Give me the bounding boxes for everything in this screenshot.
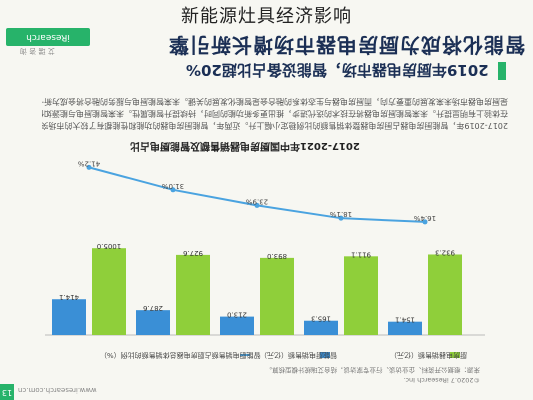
ratio-label-2021e: 41.2% (78, 160, 101, 167)
source-line: ©2020.7 iResearch Inc. (403, 376, 480, 384)
ratio-line (88, 166, 426, 223)
legend-swatch-smart (320, 352, 330, 358)
legend-swatch-main (450, 352, 460, 358)
bar-main-2021e (92, 248, 126, 335)
bar-smart-2017 (388, 321, 422, 335)
page-number: 13 (0, 384, 14, 400)
chart-title: 2017-2021年中国厨房电器销售额及智能厨电占比 (130, 140, 360, 151)
ratio-point-2021e (86, 164, 92, 170)
legend-label-ratio: 智能厨电销售额占厨房电器总体销售额的比例（%） (100, 351, 261, 359)
ratio-label-2017: 16.4% (414, 214, 437, 222)
overlay-title: 新能源灶具经济影响 (181, 6, 352, 27)
label-smart-2019: 213.0 (227, 311, 247, 319)
label-main-2019: 893.0 (267, 252, 287, 260)
tick-2019: 2019 (247, 343, 267, 345)
logo-subtitle: 艾 瑞 咨 询 (20, 47, 55, 55)
bar-main-2019 (260, 257, 294, 335)
bar-main-2018 (344, 256, 378, 335)
bar-smart-2021e (52, 299, 86, 335)
bar-main-2017 (428, 254, 462, 335)
label-main-2018: 911.1 (351, 250, 371, 258)
ratio-point-2018 (338, 215, 344, 221)
bar-smart-2019 (220, 316, 254, 335)
ratio-point-2020e (170, 187, 176, 193)
ratio-label-2018: 18.1% (330, 210, 353, 218)
label-main-2020e: 927.6 (182, 249, 203, 257)
chart-legend: 厨房电器销售额（亿元） 智能厨电销售额（亿元） 智能厨电销售额占厨房电器总体销售… (100, 348, 470, 362)
paragraph-line-2: 在体验上有明显提升。未来智能厨房电器将在技术的迭代进步，推出更多新功能的同时，持… (42, 109, 508, 118)
ratio-label-2020e: 31.0% (162, 182, 185, 190)
site-url: www.iresearch.com.cn (18, 386, 97, 394)
ratio-point-2017 (422, 219, 428, 225)
logo: iResearch 艾 瑞 咨 询 (0, 28, 92, 55)
paragraph-line-3: 是厨房电器市场未来发展的重要方向，而厨房电器与生态体系的融合会是智能化发展的关键… (42, 97, 508, 106)
logo-badge: iResearch (6, 28, 90, 46)
document-heading: 智能化将成为厨房电器市场增长新引擎 (168, 33, 525, 57)
bar-smart-2020e (136, 310, 170, 335)
bar-smart-2018 (304, 320, 338, 335)
section-heading: 2019年厨房电器市场，智能设备占比超20% (186, 61, 489, 79)
tick-2020e: 2020e (160, 343, 185, 345)
legend-label-main: 厨房电器销售额（亿元） (390, 351, 467, 359)
label-main-2021e: 1005.0 (97, 242, 122, 250)
tick-2017: 2017 (415, 343, 435, 345)
section-accent-bar (498, 62, 506, 80)
tick-2018: 2018 (331, 343, 351, 345)
bar-line-chart: 154.1 932.3 2017 165.3 911.1 2018 213.0 893.0 20… (45, 160, 485, 345)
label-smart-2018: 165.3 (311, 315, 331, 323)
tick-2021e: 2021e (76, 343, 101, 345)
ratio-label-2019: 23.9% (246, 197, 269, 205)
footnote: 来源：根据公开资料、企业访谈、行业专家访谈，结合艾瑞统计模型核算。 (265, 366, 481, 374)
paragraph-line-1: 2017-2019年，智能厨房电器占厨房电器整体销售额的比例稳定小幅上升。近两年… (42, 121, 508, 130)
legend-label-smart: 智能厨电销售额（亿元） (260, 351, 337, 359)
legend-swatch-ratio (240, 354, 250, 356)
label-smart-2021e: 414.1 (59, 293, 79, 301)
label-main-2017: 932.3 (435, 248, 455, 256)
ratio-point-2019 (254, 202, 260, 208)
label-smart-2020e: 287.6 (142, 304, 163, 312)
bar-main-2020e (176, 254, 210, 335)
label-smart-2017: 154.1 (395, 316, 415, 324)
